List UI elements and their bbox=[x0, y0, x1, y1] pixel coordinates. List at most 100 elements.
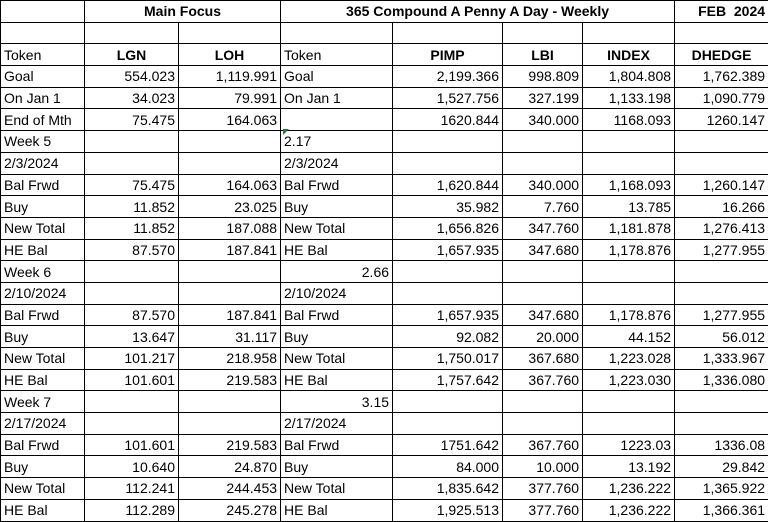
pimp-cell[interactable]: 1751.642 bbox=[393, 434, 503, 456]
left-label-cell[interactable]: Week 5 bbox=[1, 131, 85, 153]
lbi-cell[interactable]: 340.000 bbox=[503, 109, 583, 131]
index-header[interactable]: INDEX bbox=[583, 44, 675, 66]
loh-cell[interactable] bbox=[179, 413, 281, 435]
right-label-cell[interactable]: Buy bbox=[281, 196, 393, 218]
lgn-cell[interactable]: 101.601 bbox=[85, 434, 179, 456]
right-label-cell[interactable] bbox=[281, 109, 393, 131]
dhedge-cell[interactable]: 1,762.389 bbox=[675, 66, 768, 88]
index-cell[interactable] bbox=[583, 282, 675, 304]
left-token-header[interactable]: Token bbox=[1, 44, 85, 66]
dhedge-cell[interactable] bbox=[675, 282, 768, 304]
dhedge-cell[interactable]: 1,336.080 bbox=[675, 369, 768, 391]
right-label-cell[interactable]: Bal Frwd bbox=[281, 434, 393, 456]
lbi-cell[interactable]: 347.680 bbox=[503, 304, 583, 326]
loh-cell[interactable]: 31.117 bbox=[179, 326, 281, 348]
dhedge-cell[interactable] bbox=[675, 261, 768, 283]
cell[interactable] bbox=[583, 22, 675, 44]
right-label-cell[interactable]: 2/17/2024 bbox=[281, 413, 393, 435]
main-focus-title[interactable]: Main Focus bbox=[85, 1, 281, 23]
pimp-cell[interactable]: 1,657.935 bbox=[393, 239, 503, 261]
lgn-cell[interactable] bbox=[85, 131, 179, 153]
index-cell[interactable]: 1223.03 bbox=[583, 434, 675, 456]
left-label-cell[interactable]: 2/10/2024 bbox=[1, 282, 85, 304]
index-cell[interactable] bbox=[583, 391, 675, 413]
left-label-cell[interactable]: New Total bbox=[1, 348, 85, 370]
pimp-cell[interactable]: 2,199.366 bbox=[393, 66, 503, 88]
loh-cell[interactable]: 164.063 bbox=[179, 109, 281, 131]
right-label-cell[interactable]: 2.17 bbox=[281, 131, 393, 153]
loh-header[interactable]: LOH bbox=[179, 44, 281, 66]
pimp-cell[interactable]: 1,835.642 bbox=[393, 478, 503, 500]
index-cell[interactable]: 1,223.028 bbox=[583, 348, 675, 370]
cell[interactable] bbox=[503, 22, 583, 44]
loh-cell[interactable]: 244.453 bbox=[179, 478, 281, 500]
cell[interactable] bbox=[1, 22, 85, 44]
lgn-cell[interactable]: 554.023 bbox=[85, 66, 179, 88]
lgn-cell[interactable]: 87.570 bbox=[85, 239, 179, 261]
right-label-cell[interactable]: New Total bbox=[281, 478, 393, 500]
right-token-header[interactable]: Token bbox=[281, 44, 393, 66]
dhedge-cell[interactable]: 16.266 bbox=[675, 196, 768, 218]
lbi-cell[interactable] bbox=[503, 261, 583, 283]
left-label-cell[interactable]: Bal Frwd bbox=[1, 434, 85, 456]
dhedge-cell[interactable]: 29.842 bbox=[675, 456, 768, 478]
lgn-cell[interactable] bbox=[85, 152, 179, 174]
left-label-cell[interactable]: HE Bal bbox=[1, 369, 85, 391]
lbi-cell[interactable]: 340.000 bbox=[503, 174, 583, 196]
loh-cell[interactable]: 187.841 bbox=[179, 304, 281, 326]
loh-cell[interactable] bbox=[179, 282, 281, 304]
lgn-cell[interactable]: 11.852 bbox=[85, 196, 179, 218]
pimp-cell[interactable] bbox=[393, 131, 503, 153]
pimp-cell[interactable]: 1,620.844 bbox=[393, 174, 503, 196]
index-cell[interactable]: 13.785 bbox=[583, 196, 675, 218]
lbi-cell[interactable] bbox=[503, 413, 583, 435]
lgn-cell[interactable]: 11.852 bbox=[85, 217, 179, 239]
lbi-cell[interactable]: 327.199 bbox=[503, 87, 583, 109]
lbi-cell[interactable]: 367.680 bbox=[503, 348, 583, 370]
pimp-cell[interactable]: 1,750.017 bbox=[393, 348, 503, 370]
loh-cell[interactable]: 219.583 bbox=[179, 369, 281, 391]
right-label-cell[interactable]: HE Bal bbox=[281, 239, 393, 261]
lgn-cell[interactable]: 75.475 bbox=[85, 174, 179, 196]
lbi-cell[interactable]: 20.000 bbox=[503, 326, 583, 348]
left-label-cell[interactable]: HE Bal bbox=[1, 499, 85, 521]
dhedge-cell[interactable]: 1336.08 bbox=[675, 434, 768, 456]
right-label-cell[interactable]: 2/10/2024 bbox=[281, 282, 393, 304]
index-cell[interactable]: 1,133.198 bbox=[583, 87, 675, 109]
pimp-cell[interactable] bbox=[393, 282, 503, 304]
pimp-cell[interactable] bbox=[393, 261, 503, 283]
left-label-cell[interactable]: HE Bal bbox=[1, 239, 85, 261]
left-label-cell[interactable]: 2/17/2024 bbox=[1, 413, 85, 435]
dhedge-cell[interactable] bbox=[675, 413, 768, 435]
loh-cell[interactable]: 164.063 bbox=[179, 174, 281, 196]
dhedge-cell[interactable]: 1,090.779 bbox=[675, 87, 768, 109]
left-label-cell[interactable]: New Total bbox=[1, 217, 85, 239]
lbi-cell[interactable]: 347.760 bbox=[503, 217, 583, 239]
pimp-cell[interactable]: 92.082 bbox=[393, 326, 503, 348]
cell[interactable] bbox=[179, 22, 281, 44]
right-label-cell[interactable]: Bal Frwd bbox=[281, 304, 393, 326]
loh-cell[interactable]: 79.991 bbox=[179, 87, 281, 109]
right-label-cell[interactable]: Goal bbox=[281, 66, 393, 88]
pimp-cell[interactable]: 84.000 bbox=[393, 456, 503, 478]
pimp-cell[interactable]: 35.982 bbox=[393, 196, 503, 218]
index-cell[interactable]: 1168.093 bbox=[583, 109, 675, 131]
dhedge-cell[interactable] bbox=[675, 391, 768, 413]
loh-cell[interactable]: 245.278 bbox=[179, 499, 281, 521]
lbi-cell[interactable]: 7.760 bbox=[503, 196, 583, 218]
index-cell[interactable]: 1,181.878 bbox=[583, 217, 675, 239]
lgn-cell[interactable]: 101.217 bbox=[85, 348, 179, 370]
right-label-cell[interactable]: Buy bbox=[281, 326, 393, 348]
right-label-cell[interactable]: 2.66 bbox=[281, 261, 393, 283]
lbi-header[interactable]: LBI bbox=[503, 44, 583, 66]
loh-cell[interactable]: 219.583 bbox=[179, 434, 281, 456]
index-cell[interactable]: 44.152 bbox=[583, 326, 675, 348]
cell[interactable] bbox=[281, 22, 393, 44]
lgn-cell[interactable]: 10.640 bbox=[85, 456, 179, 478]
index-cell[interactable] bbox=[583, 152, 675, 174]
index-cell[interactable]: 1,804.808 bbox=[583, 66, 675, 88]
index-cell[interactable]: 1,178.876 bbox=[583, 304, 675, 326]
pimp-cell[interactable]: 1,925.513 bbox=[393, 499, 503, 521]
dhedge-cell[interactable]: 1,260.147 bbox=[675, 174, 768, 196]
lbi-cell[interactable] bbox=[503, 391, 583, 413]
